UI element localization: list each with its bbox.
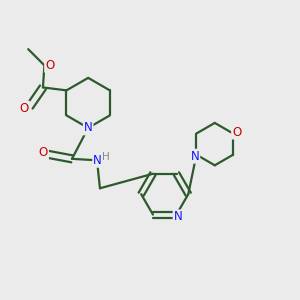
Text: N: N bbox=[93, 154, 102, 167]
Text: O: O bbox=[232, 125, 241, 139]
Text: O: O bbox=[20, 101, 29, 115]
Text: N: N bbox=[174, 210, 182, 224]
Text: O: O bbox=[45, 59, 54, 72]
Text: H: H bbox=[102, 152, 110, 162]
Text: O: O bbox=[39, 146, 48, 159]
Text: N: N bbox=[190, 150, 199, 163]
Text: N: N bbox=[84, 122, 92, 134]
